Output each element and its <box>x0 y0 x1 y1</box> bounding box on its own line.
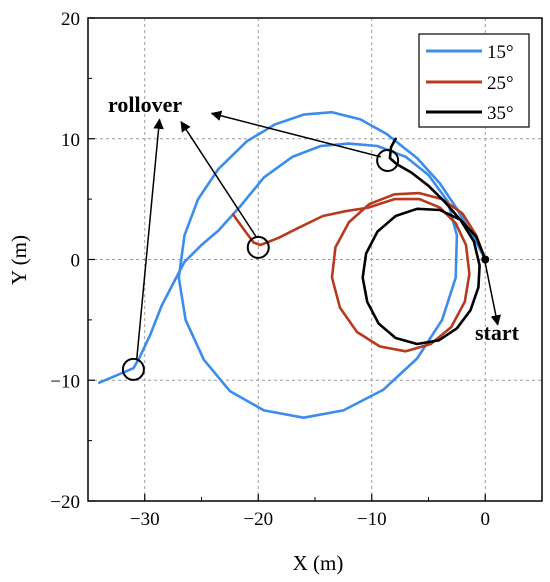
x-tick-label: −10 <box>357 509 387 530</box>
legend-label-15: 15° <box>487 42 514 63</box>
x-axis-label: X (m) <box>293 551 344 575</box>
series-line-1 <box>98 110 487 420</box>
series-line-2 <box>232 191 487 353</box>
annotation-arrow <box>210 110 382 158</box>
y-tick-label: −20 <box>50 492 80 513</box>
legend-label-35: 35° <box>487 103 514 124</box>
y-axis-label: Y (m) <box>7 235 31 285</box>
rollover-marker-circle <box>246 235 270 259</box>
annotations <box>121 110 502 381</box>
rollover-marker-circle <box>121 357 145 381</box>
y-tick-label: 10 <box>61 130 80 151</box>
legend-label-25: 25° <box>487 73 514 94</box>
x-tick-label: 0 <box>481 509 491 530</box>
axis-ticks: −30 −20 −10 0 −20 −10 0 10 20 <box>50 9 543 530</box>
x-tick-label: −30 <box>130 509 160 530</box>
rollover-marker-circle <box>376 148 400 172</box>
series-lines <box>98 110 487 420</box>
start-point <box>481 255 490 264</box>
y-tick-label: 20 <box>61 9 80 30</box>
start-label: start <box>475 320 520 345</box>
x-tick-label: −20 <box>243 509 273 530</box>
legend: 15° 25° 35° <box>418 33 530 128</box>
y-tick-label: −10 <box>50 371 80 392</box>
annotation-arrow <box>484 262 502 326</box>
annotation-arrow <box>136 118 164 359</box>
annotation-arrow <box>180 120 257 237</box>
rollover-label: rollover <box>108 92 182 117</box>
y-tick-label: 0 <box>71 251 81 272</box>
series-line-3 <box>361 137 487 346</box>
